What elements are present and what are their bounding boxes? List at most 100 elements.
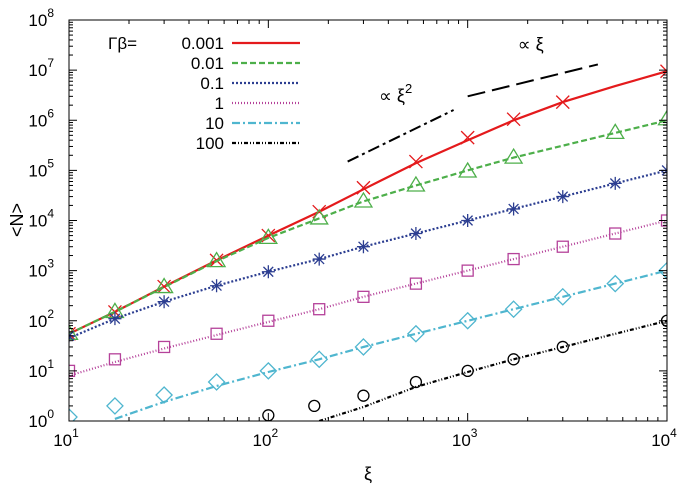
legend-label-0.01: 0.01	[191, 54, 224, 73]
data-point	[69, 326, 76, 341]
data-point	[106, 396, 124, 415]
y-tick-label: 105	[28, 156, 54, 180]
data-point	[409, 375, 423, 389]
legend-label-0.1: 0.1	[200, 74, 224, 93]
data-point	[507, 202, 521, 216]
data-point	[356, 180, 371, 195]
data-point	[406, 175, 426, 192]
data-point	[357, 389, 370, 402]
data-point	[503, 147, 524, 164]
y-tick-label: 101	[28, 357, 54, 381]
legend-label-1: 1	[215, 94, 224, 113]
y-tick-label: 103	[28, 257, 54, 281]
data-point	[308, 399, 321, 413]
data-point	[206, 251, 227, 268]
series-layer	[69, 64, 667, 421]
data-point	[608, 176, 622, 190]
data-point	[312, 252, 326, 266]
y-tick-label: 108	[28, 6, 54, 30]
series-100	[262, 314, 667, 421]
series-0.01	[69, 109, 667, 340]
data-point	[207, 373, 226, 391]
data-point	[261, 265, 275, 279]
guide-label-2: ∝ ξ	[518, 34, 544, 54]
y-axis-label: <N>	[7, 203, 27, 237]
series-line-10	[114, 269, 667, 420]
data-point	[507, 252, 520, 266]
data-point	[154, 277, 174, 294]
data-point	[461, 264, 474, 277]
series-1	[69, 214, 667, 378]
data-point	[556, 190, 570, 204]
data-point	[609, 227, 622, 240]
data-point	[556, 240, 569, 253]
data-point	[69, 408, 78, 421]
legend-label-0.001: 0.001	[181, 34, 224, 53]
legend-label-10: 10	[205, 114, 224, 133]
data-point	[210, 327, 223, 340]
guide-line-2	[467, 63, 599, 98]
series-0.1	[69, 163, 667, 343]
data-point	[108, 312, 122, 326]
data-point	[461, 214, 475, 227]
data-point	[506, 112, 521, 127]
data-point	[406, 324, 425, 343]
series-0.001	[69, 64, 667, 341]
data-point	[658, 261, 667, 280]
data-point	[660, 64, 667, 79]
data-point	[555, 95, 570, 110]
data-point	[507, 353, 520, 366]
y-tick-label: 106	[28, 106, 54, 130]
data-point	[606, 274, 625, 293]
guide-layer: ∝ ξ2 ∝ ξ	[347, 34, 599, 163]
series-line-1	[69, 219, 667, 377]
data-point	[458, 311, 477, 330]
data-point	[461, 364, 474, 378]
data-point	[157, 340, 171, 354]
series-line-100	[318, 319, 667, 421]
y-tick-label: 107	[28, 56, 54, 80]
data-point	[310, 350, 329, 369]
y-tick-label: 104	[28, 207, 54, 231]
data-point	[458, 161, 478, 178]
data-point	[354, 338, 373, 356]
data-point	[357, 290, 370, 303]
legend-label-100: 100	[196, 134, 224, 153]
data-point	[553, 287, 572, 306]
x-tick-label: 104	[651, 426, 677, 450]
data-point	[259, 361, 278, 380]
x-tick-label: 101	[53, 426, 79, 450]
data-point	[460, 130, 475, 145]
x-tick-label: 103	[452, 426, 478, 450]
x-axis-label: ξ	[364, 464, 372, 484]
series-line-0.001	[69, 70, 667, 335]
data-point	[155, 386, 174, 404]
plot-frame	[68, 19, 668, 422]
x-tick-label: 102	[253, 426, 279, 450]
series-line-0.1	[69, 169, 667, 340]
data-point	[353, 191, 374, 208]
data-point	[262, 314, 275, 327]
data-point	[258, 228, 278, 245]
data-point	[309, 208, 329, 225]
data-point	[408, 154, 423, 169]
data-point	[210, 279, 224, 293]
guide-line-1	[347, 109, 455, 163]
data-point	[556, 340, 569, 354]
data-point	[157, 279, 172, 294]
data-point	[409, 277, 423, 290]
y-tick-label: 100	[28, 407, 54, 431]
series-10	[69, 261, 667, 421]
legend-title: Γβ=	[108, 34, 137, 53]
guide-label-1: ∝ ξ2	[379, 81, 412, 106]
data-point	[356, 240, 370, 254]
data-point	[108, 353, 122, 366]
data-point	[157, 295, 171, 309]
data-point	[605, 123, 625, 140]
y-tick-label: 102	[28, 307, 54, 331]
data-point	[657, 109, 667, 126]
data-point	[313, 303, 326, 316]
